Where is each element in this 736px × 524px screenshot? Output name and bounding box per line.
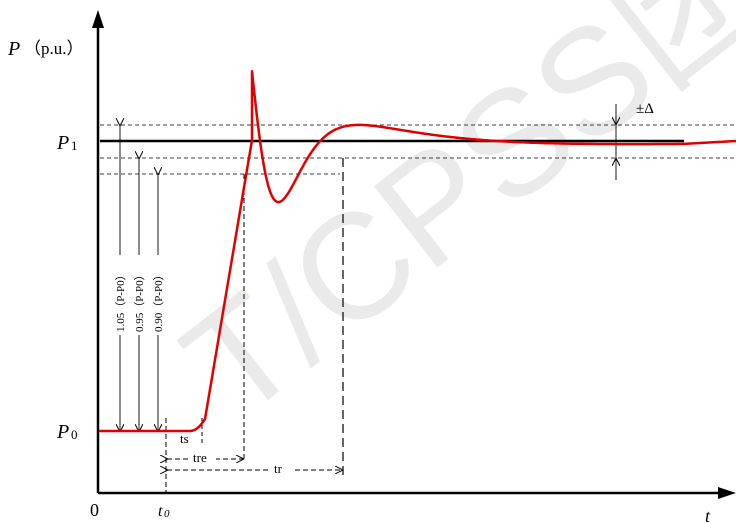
x-axis-label: t <box>705 506 711 524</box>
p0-label: P <box>56 421 69 443</box>
ts-label: ts <box>180 431 189 446</box>
watermark-text: T/CPSS团 <box>154 0 736 449</box>
tre-label-bg <box>190 452 216 465</box>
label-bg-095 <box>132 255 146 335</box>
label-bg-090 <box>151 255 165 335</box>
y-axis-arrow <box>92 10 104 28</box>
response-curve <box>98 70 736 433</box>
tr-label-bg <box>270 462 292 476</box>
origin-label: 0 <box>90 500 99 520</box>
p1-subscript: 1 <box>71 138 78 153</box>
label-105: 1.05（P-P0） <box>114 269 127 332</box>
x-axis-arrow <box>718 487 736 499</box>
label-bg-105 <box>113 255 127 335</box>
tre-label: tre <box>193 450 207 465</box>
y-axis-unit: （p.u.） <box>24 39 84 58</box>
t0-subscript: 0 <box>164 508 170 520</box>
p1-label: P <box>56 132 69 154</box>
t0-label: t <box>158 503 163 520</box>
label-090: 0.90（P-P0） <box>152 269 165 332</box>
label-095: 0.95（P-P0） <box>133 269 146 332</box>
tr-label: tr <box>274 461 283 476</box>
p0-subscript: 0 <box>71 427 78 442</box>
y-axis-label: P <box>7 38 20 60</box>
tolerance-label: ±Δ <box>636 101 654 117</box>
